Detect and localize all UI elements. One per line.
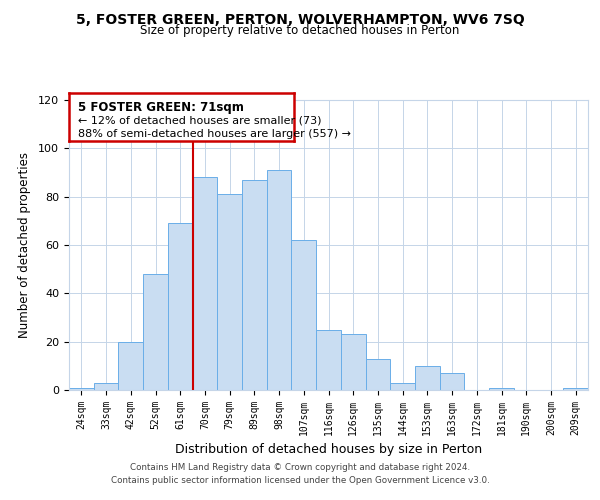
Bar [390,383,415,390]
Bar [365,358,390,390]
Bar [193,178,217,390]
Text: 5, FOSTER GREEN, PERTON, WOLVERHAMPTON, WV6 7SQ: 5, FOSTER GREEN, PERTON, WOLVERHAMPTON, … [76,12,524,26]
Text: Contains HM Land Registry data © Crown copyright and database right 2024.: Contains HM Land Registry data © Crown c… [130,462,470,471]
Bar [440,373,464,390]
Bar [267,170,292,390]
Text: Size of property relative to detached houses in Perton: Size of property relative to detached ho… [140,24,460,37]
Bar [118,342,143,390]
Bar [242,180,267,390]
Text: ← 12% of detached houses are smaller (73): ← 12% of detached houses are smaller (73… [78,116,322,126]
Bar [341,334,365,390]
X-axis label: Distribution of detached houses by size in Perton: Distribution of detached houses by size … [175,444,482,456]
Bar [489,388,514,390]
Text: Contains public sector information licensed under the Open Government Licence v3: Contains public sector information licen… [110,476,490,485]
Bar [292,240,316,390]
Bar [415,366,440,390]
Bar [563,388,588,390]
Bar [69,388,94,390]
Bar [94,383,118,390]
Bar [168,223,193,390]
Y-axis label: Number of detached properties: Number of detached properties [18,152,31,338]
Bar [143,274,168,390]
Text: 5 FOSTER GREEN: 71sqm: 5 FOSTER GREEN: 71sqm [78,102,244,114]
Text: 88% of semi-detached houses are larger (557) →: 88% of semi-detached houses are larger (… [78,130,351,140]
Bar [217,194,242,390]
Bar [316,330,341,390]
